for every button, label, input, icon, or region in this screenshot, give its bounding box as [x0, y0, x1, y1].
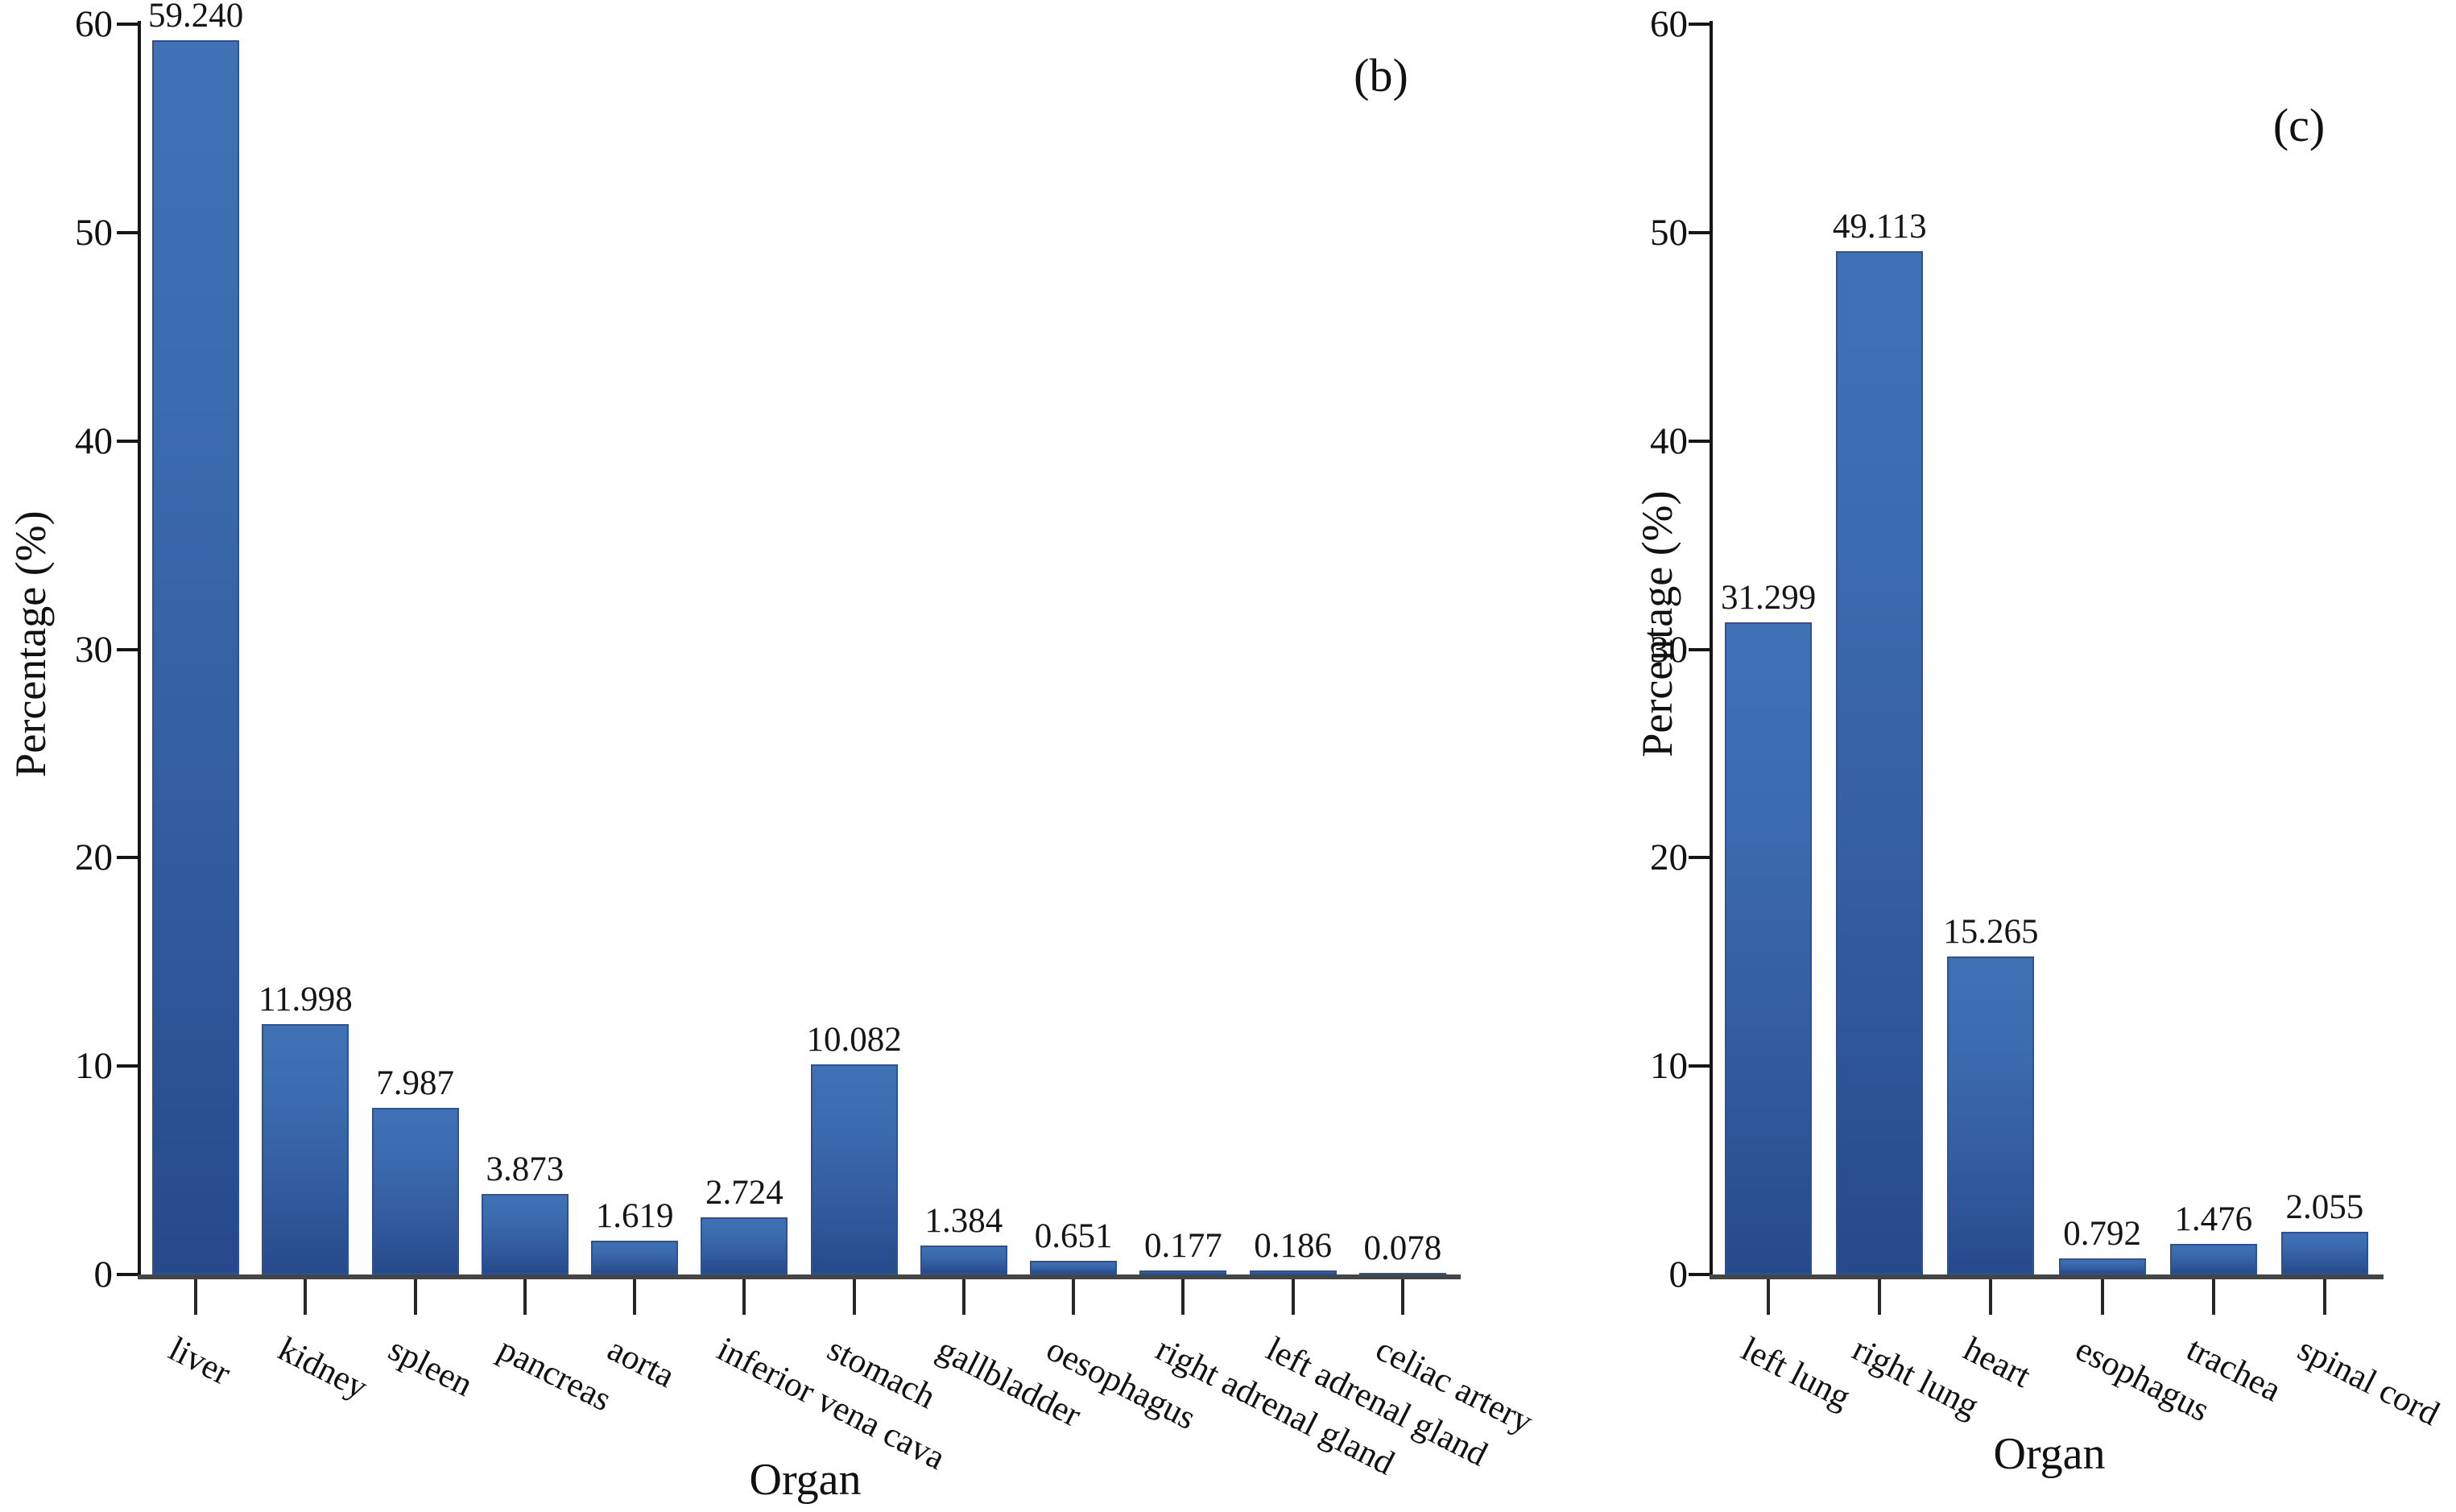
y-tick-mark	[117, 439, 138, 443]
bar-value-label-left-adrenal-gland: 0.186	[1254, 1227, 1332, 1266]
y-axis-spine	[1710, 21, 1713, 1279]
bar-pancreas	[481, 1193, 569, 1274]
bar-heart	[1947, 956, 2035, 1274]
y-tick-label: 30	[1650, 628, 1688, 671]
y-tick-label: 60	[75, 3, 113, 45]
y-tick-label: 10	[75, 1045, 113, 1088]
y-tick-mark	[1689, 439, 1710, 443]
x-tick-mark	[1878, 1279, 1882, 1315]
y-tick-label: 0	[1668, 1254, 1689, 1295]
category-label-liver: liver	[163, 1330, 237, 1393]
x-axis-baseline	[138, 1274, 1461, 1279]
bar-value-label-pancreas: 3.873	[486, 1150, 564, 1188]
y-tick-mark	[117, 1064, 138, 1068]
x-tick-mark	[523, 1279, 527, 1315]
y-tick-mark	[117, 647, 138, 651]
bar-value-label-aorta: 1.619	[595, 1197, 674, 1236]
bar-aorta	[591, 1241, 679, 1274]
bar-left-adrenal-gland	[1249, 1270, 1337, 1274]
y-tick-label: 60	[1650, 3, 1688, 45]
bar-value-label-celiac-artery: 0.078	[1363, 1229, 1442, 1267]
y-tick-mark	[1689, 23, 1710, 26]
bar-value-label-spleen: 7.987	[376, 1064, 454, 1103]
bar-value-label-right-adrenal-gland: 0.177	[1144, 1227, 1222, 1266]
x-tick-mark	[852, 1279, 856, 1315]
chart-c-x-axis-title: Organ	[1993, 1429, 2106, 1479]
bar-value-label-kidney: 11.998	[258, 981, 353, 1019]
bar-value-label-gallbladder: 1.384	[924, 1202, 1003, 1241]
y-tick-label: 20	[75, 837, 113, 879]
y-tick-label: 30	[75, 628, 113, 671]
chart-b-panel-label: (b)	[1354, 49, 1408, 101]
chart-c-y-axis-title: Percentage (%)	[1633, 490, 1681, 758]
bar-oesophagus	[1030, 1261, 1118, 1274]
chart-c-panel-label: (c)	[2272, 99, 2326, 151]
x-tick-mark	[2322, 1279, 2326, 1315]
x-tick-mark	[1072, 1279, 1076, 1315]
bar-value-label-trachea: 1.476	[2174, 1200, 2253, 1238]
bar-value-label-esophagus: 0.792	[2063, 1214, 2141, 1253]
y-tick-label: 40	[1650, 419, 1688, 462]
bar-right-lung	[1836, 250, 1924, 1274]
bar-value-label-oesophagus: 0.651	[1034, 1217, 1113, 1256]
x-tick-mark	[1400, 1279, 1404, 1315]
category-label-right-lung: right lung	[1846, 1330, 1985, 1426]
category-label-spinal-cord: spinal cord	[2292, 1330, 2446, 1434]
y-tick-mark	[1689, 230, 1710, 234]
category-label-spleen: spleen	[382, 1330, 478, 1404]
x-tick-mark	[304, 1279, 308, 1315]
bar-left-lung	[1725, 622, 1813, 1274]
y-tick-mark	[1689, 1064, 1710, 1068]
x-tick-mark	[2211, 1279, 2215, 1315]
y-tick-label: 40	[75, 419, 113, 462]
category-label-kidney: kidney	[272, 1330, 374, 1407]
bar-value-label-spinal-cord: 2.055	[2285, 1188, 2364, 1226]
y-tick-mark	[117, 23, 138, 26]
chart-b-x-axis-title: Organ	[749, 1455, 862, 1505]
y-tick-mark	[117, 230, 138, 234]
category-label-left-lung: left lung	[1735, 1330, 1857, 1417]
y-tick-mark	[1689, 856, 1710, 860]
x-tick-mark	[1181, 1279, 1185, 1315]
bar-spinal-cord	[2280, 1231, 2368, 1274]
category-label-pancreas: pancreas	[491, 1330, 618, 1419]
x-tick-mark	[1989, 1279, 1993, 1315]
y-tick-mark	[1689, 1273, 1710, 1276]
bar-value-label-left-lung: 31.299	[1720, 578, 1817, 617]
y-tick-label: 0	[93, 1254, 114, 1295]
bar-value-label-inferior-vena-cava: 2.724	[705, 1174, 784, 1212]
x-tick-mark	[2100, 1279, 2104, 1315]
y-tick-mark	[1689, 647, 1710, 651]
bar-value-label-heart: 15.265	[1943, 912, 2039, 951]
y-tick-label: 50	[1650, 211, 1688, 254]
bar-inferior-vena-cava	[701, 1217, 788, 1274]
x-tick-mark	[961, 1279, 965, 1315]
x-tick-mark	[742, 1279, 746, 1315]
bar-kidney	[262, 1024, 349, 1274]
y-tick-label: 10	[1650, 1045, 1688, 1088]
bar-value-label-right-lung: 49.113	[1832, 207, 1927, 246]
bar-liver	[152, 39, 240, 1274]
bar-stomach	[810, 1064, 898, 1274]
y-tick-label: 50	[75, 211, 113, 254]
y-tick-label: 20	[1650, 837, 1688, 879]
x-tick-mark	[413, 1279, 417, 1315]
bar-esophagus	[2058, 1258, 2146, 1274]
x-tick-mark	[1291, 1279, 1295, 1315]
x-tick-mark	[633, 1279, 637, 1315]
bar-value-label-stomach: 10.082	[806, 1021, 902, 1060]
y-axis-spine	[138, 21, 141, 1279]
y-tick-mark	[117, 1273, 138, 1276]
x-axis-baseline	[1710, 1274, 2384, 1279]
y-tick-mark	[117, 856, 138, 860]
bar-trachea	[2169, 1243, 2257, 1274]
x-tick-mark	[194, 1279, 198, 1315]
bar-spleen	[371, 1108, 459, 1274]
bar-value-label-liver: 59.240	[148, 0, 244, 35]
bar-gallbladder	[920, 1246, 1007, 1274]
bar-right-adrenal-gland	[1139, 1270, 1227, 1274]
x-tick-mark	[1767, 1279, 1771, 1315]
